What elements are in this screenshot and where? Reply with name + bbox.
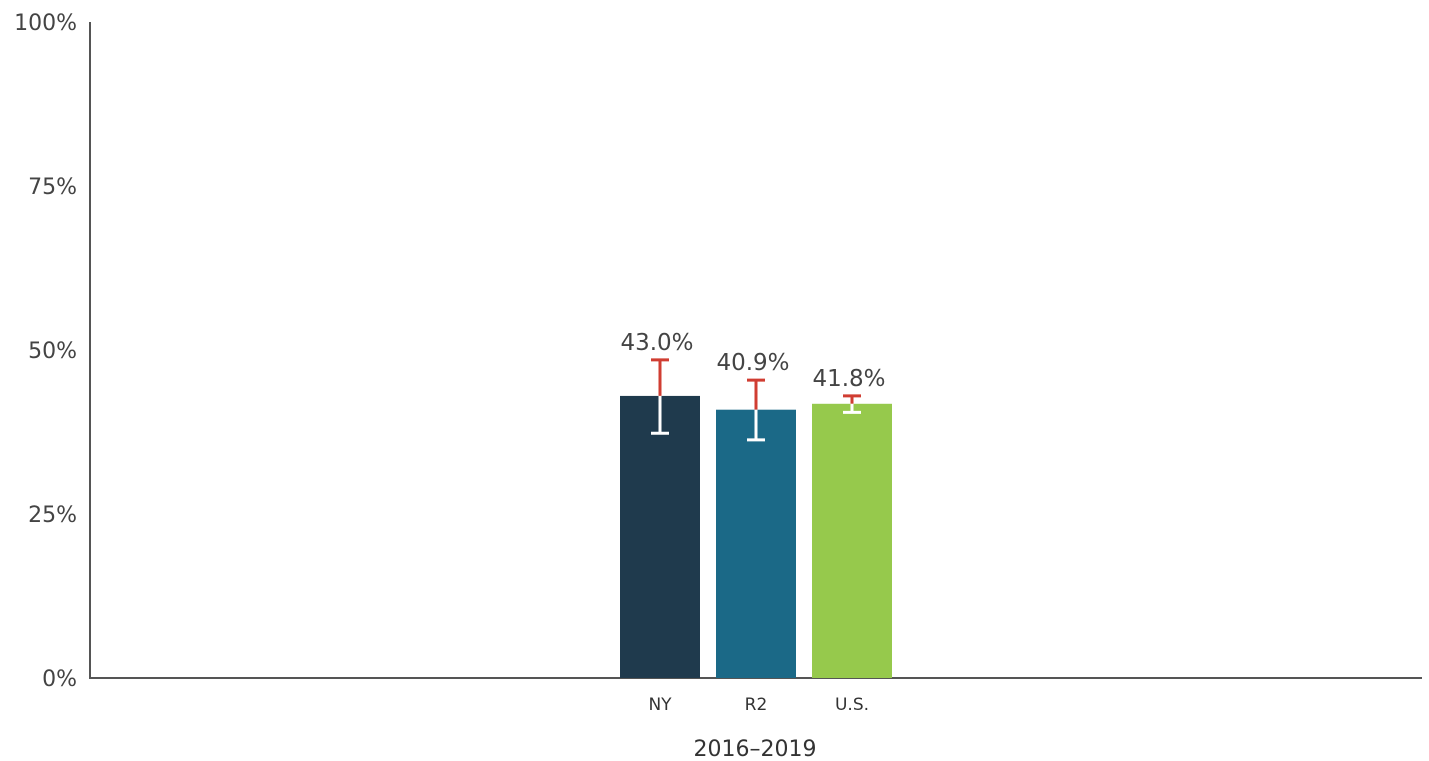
data-label: 40.9% [716, 350, 789, 376]
y-tick-label: 25% [28, 503, 77, 528]
y-tick-label: 75% [28, 175, 77, 200]
axes: 0% 25% 50% 75% 100% [14, 11, 1422, 692]
x-tick-label: NY [648, 695, 672, 715]
error-bars [651, 358, 861, 442]
bar-ny [620, 395, 700, 678]
data-label: 41.8% [812, 366, 885, 392]
y-tick-label: 0% [42, 667, 77, 692]
y-tick-label: 50% [28, 339, 77, 364]
y-tick-label: 100% [14, 11, 77, 36]
x-axis-title: 2016–2019 [694, 737, 817, 761]
x-tick-label: U.S. [835, 695, 869, 715]
labels: 43.0% NY 40.9% R2 41.8% U.S. [620, 330, 885, 715]
bars [620, 395, 892, 678]
bar-us [812, 403, 892, 678]
x-tick-label: R2 [745, 695, 768, 715]
data-label: 43.0% [620, 330, 693, 356]
bar-r2 [716, 409, 796, 678]
